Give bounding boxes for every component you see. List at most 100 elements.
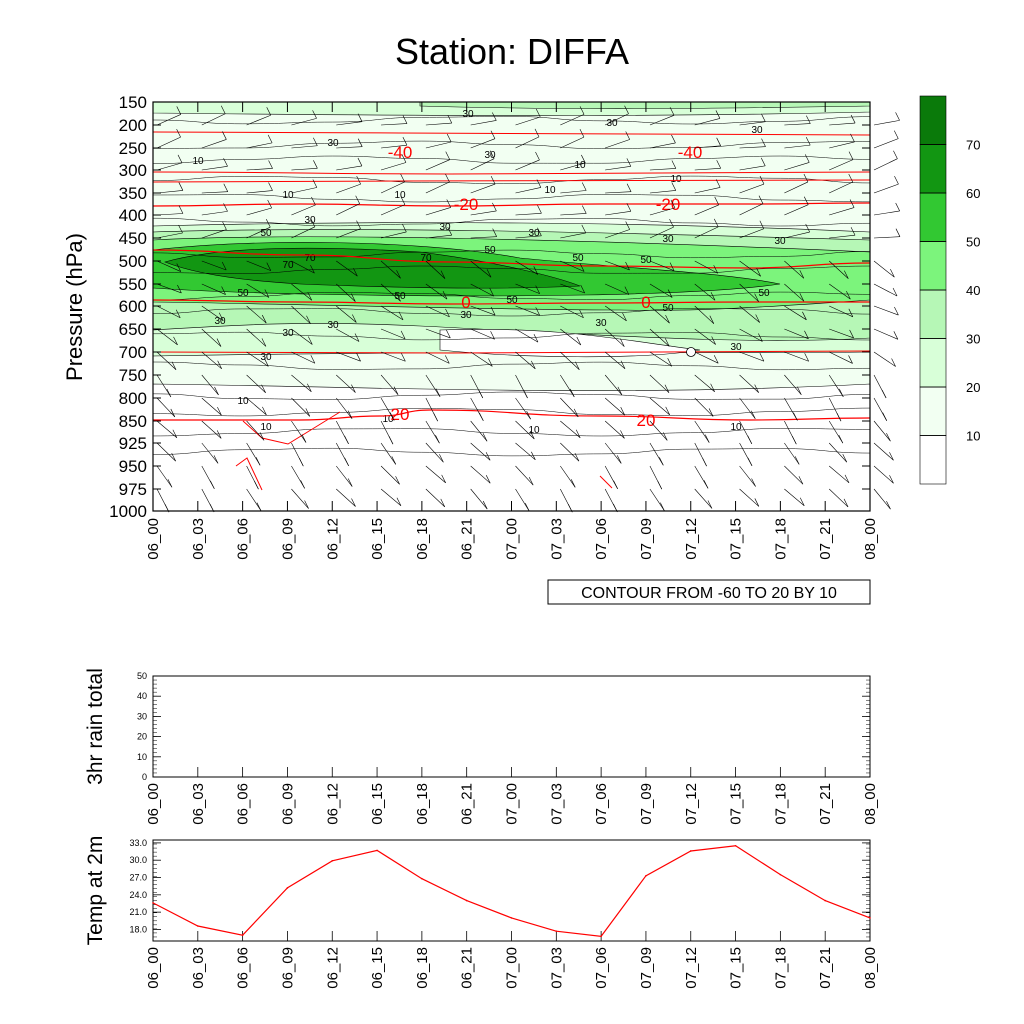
wind-barb-flag	[616, 455, 622, 464]
wind-barb-flag	[356, 220, 361, 229]
wind-barb-flag	[886, 500, 891, 510]
wind-barb	[291, 305, 311, 324]
wind-barb	[336, 397, 353, 419]
x-tick-label: 07_18	[772, 947, 789, 989]
humidity-label: 10	[544, 185, 556, 196]
wind-barb-flag	[526, 411, 531, 420]
humidity-label: 50	[260, 228, 272, 239]
wind-barb	[784, 181, 809, 194]
temp-point	[421, 877, 423, 880]
wind-barb	[605, 260, 630, 271]
wind-barb	[873, 260, 895, 278]
wind-barb	[829, 351, 853, 364]
wind-barb	[470, 442, 491, 461]
wind-barb-flag	[482, 433, 488, 442]
wind-barb-flag	[759, 175, 765, 185]
wind-barb-flag	[671, 160, 677, 169]
wind-barb	[336, 374, 356, 393]
wind-barb-flag	[433, 413, 438, 422]
humidity-label: 10	[670, 174, 682, 185]
wind-barb	[201, 211, 228, 216]
wind-barb	[873, 488, 891, 510]
wind-barb	[694, 204, 719, 216]
wind-barb-flag	[305, 408, 311, 417]
band-upper-inner	[419, 101, 871, 109]
wind-barb	[784, 162, 810, 171]
x-tick-label: 06_12	[324, 783, 341, 825]
humidity-label: 50	[506, 295, 518, 306]
wind-barb	[336, 351, 361, 362]
pressure-label: 800	[119, 389, 147, 408]
wind-barb	[201, 165, 228, 171]
wind-barb-flag	[268, 160, 273, 169]
wind-barb	[605, 229, 630, 239]
annotation-box	[547, 579, 871, 605]
colorbar-box	[919, 386, 947, 436]
wind-barb	[336, 328, 360, 342]
wind-barb-flag	[570, 479, 576, 488]
temperature-contour	[599, 475, 613, 489]
wind-barb	[873, 236, 900, 239]
x-tick-label: 07_03	[548, 783, 565, 825]
wind-barb-flag	[439, 454, 444, 463]
x-tick-label: 06_00	[145, 783, 162, 825]
wind-barb-flag	[478, 389, 484, 399]
wind-barb-flag	[713, 355, 719, 364]
wind-barb	[380, 204, 406, 216]
humidity-label: 10	[528, 425, 540, 436]
time-label: 06_18	[414, 518, 431, 560]
wind-barb	[425, 234, 452, 239]
wind-barb-flag	[396, 497, 402, 506]
wind-barb-flag	[396, 270, 401, 279]
wind-barb-flag	[441, 474, 446, 483]
wind-barb-flag	[352, 314, 357, 323]
x-tick-label: 06_00	[145, 947, 162, 989]
wind-barb-flag	[344, 457, 349, 466]
wind-barb	[739, 465, 756, 487]
wind-barb	[694, 226, 719, 239]
wind-barb	[694, 283, 716, 301]
wind-barb-flag	[402, 115, 408, 124]
wind-barb	[380, 442, 397, 465]
wind-barb-flag	[170, 408, 176, 418]
wind-barb-flag	[839, 388, 844, 397]
wind-barb-flag	[266, 262, 272, 271]
time-label: 06_21	[459, 518, 476, 560]
wind-barb-flag	[264, 358, 269, 367]
humidity-label: 30	[662, 234, 674, 245]
wind-barb-flag	[889, 452, 894, 461]
humidity-label: 10	[282, 190, 294, 201]
wind-barb-flag	[535, 108, 541, 118]
wind-barb	[201, 442, 219, 464]
wind-barb	[515, 420, 535, 440]
wind-barb-flag	[889, 475, 894, 484]
humidity-contour	[152, 308, 871, 317]
wind-barb-flag	[485, 475, 491, 484]
wind-barb-flag	[657, 481, 663, 490]
chart-title: Station: DIFFA	[395, 31, 629, 72]
time-label: 06_12	[324, 518, 341, 560]
colorbar-label: 70	[966, 138, 980, 153]
wind-barb-flag	[620, 430, 625, 439]
wind-barb-flag	[310, 265, 315, 274]
humidity-label: 10	[260, 422, 272, 433]
wind-barb	[425, 260, 446, 279]
humidity-contour	[152, 155, 871, 164]
wind-barb-flag	[798, 476, 804, 485]
wind-barb	[605, 166, 631, 171]
wind-barb-flag	[625, 221, 630, 230]
wind-barb-flag	[176, 106, 182, 115]
wind-barb	[784, 260, 804, 279]
wind-barb	[156, 114, 181, 126]
humidity-contour	[152, 331, 871, 341]
pressure-label: 250	[119, 139, 147, 158]
wind-barb	[649, 328, 670, 347]
time-label: 07_18	[772, 518, 789, 560]
wind-barb	[739, 328, 763, 342]
wind-barb-flag	[308, 336, 313, 345]
wind-barb	[515, 397, 531, 420]
wind-barb	[739, 146, 766, 149]
humidity-contour	[152, 447, 871, 457]
wind-barb-flag	[214, 386, 219, 396]
